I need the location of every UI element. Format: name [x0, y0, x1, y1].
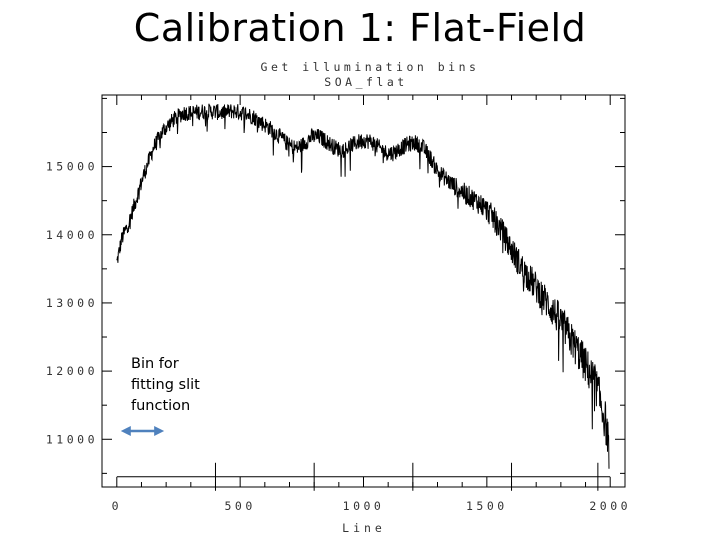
x-axis: 0 500 1000 1500 2000 [112, 95, 631, 513]
annotation-line: Bin for [131, 356, 179, 372]
x-axis-label: Line [342, 521, 386, 535]
series-line-flat-field [116, 103, 610, 469]
annotation-line: fitting slit [131, 377, 200, 393]
y-tick-label: 11000 [46, 432, 98, 446]
bin-annotation: Bin for fitting slit function [131, 354, 200, 417]
x-tick-label: 0 [112, 499, 122, 513]
annotation-line: function [131, 398, 191, 414]
y-tick-label: 12000 [46, 364, 98, 378]
chart-subtitle: SOA_flat [324, 75, 407, 89]
x-tick-label: 1500 [466, 499, 508, 513]
chart-title: Get illumination bins [261, 60, 480, 74]
x-tick-label: 500 [225, 499, 256, 513]
baseline-group [116, 462, 611, 491]
plot-frame [101, 94, 626, 488]
bin-arrow [120, 426, 165, 436]
y-tick-label: 15000 [46, 160, 98, 174]
arrow-head-right [154, 426, 165, 436]
x-tick-label: 1000 [343, 499, 385, 513]
arrow-head-left [120, 426, 131, 436]
x-tick-label: 2000 [589, 499, 631, 513]
y-tick-label: 14000 [46, 228, 98, 242]
y-tick-label: 13000 [46, 296, 98, 310]
slide-title: Calibration 1: Flat-Field [133, 6, 587, 50]
y-axis: 11000 12000 13000 14000 15000 [46, 97, 625, 474]
